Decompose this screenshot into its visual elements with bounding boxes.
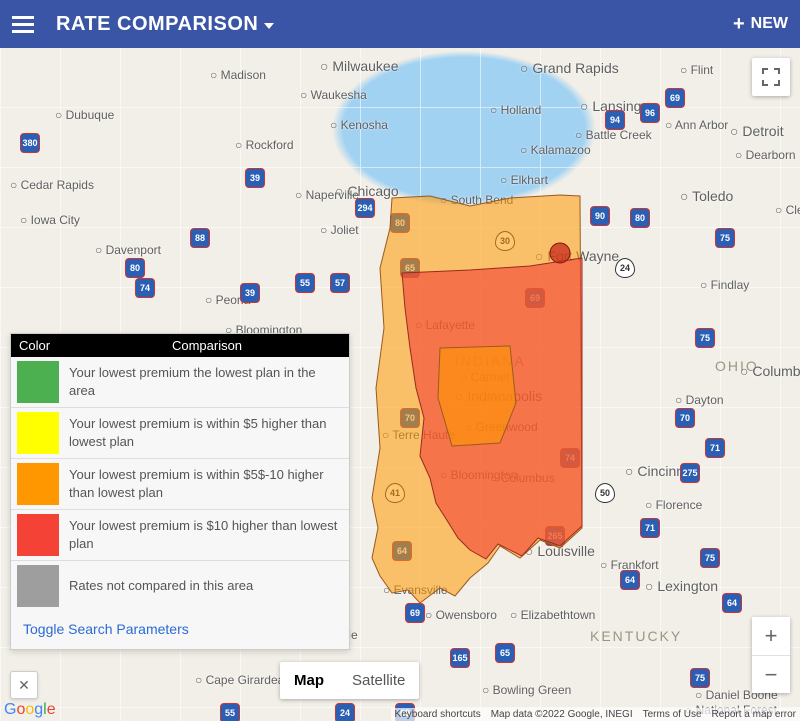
map-type-map[interactable]: Map: [280, 662, 338, 699]
chevron-down-icon: [264, 23, 274, 29]
legend-panel: Color Comparison Your lowest premium the…: [10, 333, 350, 650]
map-data-text: Map data ©2022 Google, INEGI: [491, 709, 633, 720]
terms-link[interactable]: Terms of Use: [643, 709, 702, 720]
page-title: RATE COMPARISON: [56, 13, 258, 36]
legend-swatch: [17, 361, 59, 403]
toggle-search-params-link[interactable]: Toggle Search Parameters: [11, 611, 349, 649]
legend-text: Your lowest premium is within $5 higher …: [65, 409, 349, 456]
keyboard-shortcuts-link[interactable]: Keyboard shortcuts: [395, 709, 481, 720]
legend-row: Your lowest premium is within $5$-10 hig…: [11, 458, 349, 509]
map-type-satellite[interactable]: Satellite: [338, 662, 419, 699]
menu-icon[interactable]: [12, 10, 40, 38]
legend-header: Color Comparison: [11, 334, 349, 357]
google-logo[interactable]: Google: [4, 701, 56, 719]
legend-row: Rates not compared in this area: [11, 560, 349, 611]
new-button[interactable]: + NEW: [733, 14, 788, 34]
report-error-link[interactable]: Report a map error: [712, 709, 796, 720]
legend-col-color: Color: [11, 334, 65, 357]
app-header: RATE COMPARISON + NEW: [0, 0, 800, 48]
page-title-dropdown[interactable]: RATE COMPARISON: [56, 13, 274, 36]
zoom-in-button[interactable]: +: [752, 617, 790, 655]
zoom-controls: + −: [752, 617, 790, 693]
fullscreen-icon: [762, 68, 780, 86]
map-type-control: Map Satellite: [280, 662, 419, 699]
legend-row: Your lowest premium is $10 higher than l…: [11, 509, 349, 560]
legend-text: Rates not compared in this area: [65, 571, 263, 601]
close-panel-button[interactable]: ✕: [10, 671, 38, 699]
legend-swatch: [17, 412, 59, 454]
fullscreen-button[interactable]: [752, 58, 790, 96]
legend-swatch: [17, 565, 59, 607]
map-container[interactable]: INDIANAOHIOKENTUCKY○ Milwaukee○ Grand Ra…: [0, 48, 800, 721]
legend-text: Your lowest premium is $10 higher than l…: [65, 511, 349, 558]
legend-swatch: [17, 463, 59, 505]
legend-swatch: [17, 514, 59, 556]
plus-icon: +: [733, 14, 745, 34]
new-label: NEW: [751, 15, 788, 33]
zoom-out-button[interactable]: −: [752, 655, 790, 693]
map-attribution: Keyboard shortcuts Map data ©2022 Google…: [391, 708, 800, 721]
legend-row: Your lowest premium the lowest plan in t…: [11, 357, 349, 407]
legend-row: Your lowest premium is within $5 higher …: [11, 407, 349, 458]
legend-col-comparison: Comparison: [65, 334, 349, 357]
legend-text: Your lowest premium is within $5$-10 hig…: [65, 460, 349, 507]
legend-text: Your lowest premium the lowest plan in t…: [65, 358, 349, 405]
